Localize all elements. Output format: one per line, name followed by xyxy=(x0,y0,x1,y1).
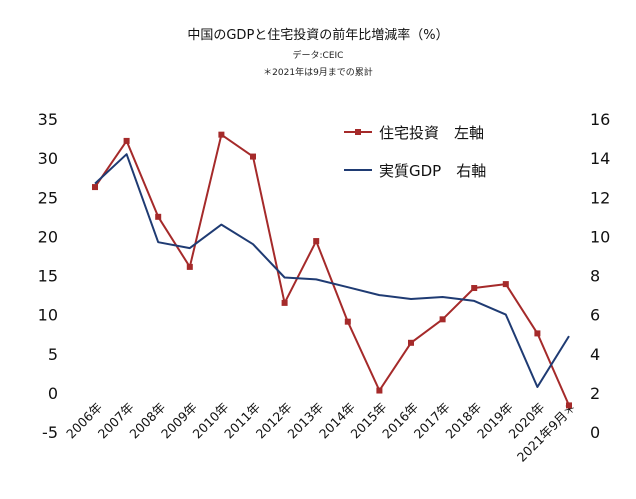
left-tick-label: 0 xyxy=(48,384,58,403)
series-point xyxy=(566,402,572,409)
series-line-1 xyxy=(94,153,570,388)
x-axis: 2006年2007年2008年2009年2010年2011年2012年2013年… xyxy=(63,400,579,465)
series-point xyxy=(408,339,414,346)
series-point xyxy=(250,153,256,160)
right-tick-label: 10 xyxy=(590,227,610,246)
right-tick-label: 2 xyxy=(590,384,600,403)
series-point xyxy=(186,263,193,270)
right-tick-label: 12 xyxy=(590,188,610,207)
left-tick-label: 30 xyxy=(38,149,58,168)
chart-subtitle-note: ＊2021年は9月までの累計 xyxy=(263,66,373,78)
right-axis: 16 14 12 10 8 6 4 2 0 xyxy=(590,110,610,442)
series-point xyxy=(376,387,383,394)
legend-label-gdp: 実質GDP 右軸 xyxy=(379,162,486,180)
right-tick-label: 8 xyxy=(590,267,600,286)
series-point xyxy=(155,213,162,220)
series-point xyxy=(281,299,288,306)
right-tick-label: 6 xyxy=(590,306,600,325)
left-tick-label: -5 xyxy=(42,423,58,442)
right-tick-label: 0 xyxy=(590,423,600,442)
plot-area xyxy=(92,131,572,409)
series-point xyxy=(502,281,509,288)
left-axis: 35 30 25 20 15 10 5 0 -5 xyxy=(38,110,58,442)
series-point xyxy=(218,131,225,138)
left-tick-label: 20 xyxy=(38,227,58,246)
series-point xyxy=(471,285,478,292)
legend-label-housing: 住宅投資 左軸 xyxy=(379,124,484,142)
right-tick-label: 16 xyxy=(590,110,610,129)
right-tick-label: 4 xyxy=(590,345,600,364)
series-point xyxy=(313,238,320,245)
legend: 住宅投資 左軸 実質GDP 右軸 xyxy=(344,124,486,180)
left-tick-label: 35 xyxy=(38,110,58,129)
left-tick-label: 5 xyxy=(48,345,58,364)
right-tick-label: 14 xyxy=(590,149,610,168)
series-point xyxy=(92,184,98,191)
left-tick-label: 25 xyxy=(38,188,58,207)
legend-marker-housing xyxy=(355,129,361,135)
chart-title: 中国のGDPと住宅投資の前年比増減率（%） xyxy=(187,27,448,43)
series-point xyxy=(344,318,351,325)
series-point xyxy=(534,330,541,337)
chart-subtitle-source: データ:CEIC xyxy=(293,49,344,61)
series-line-0 xyxy=(94,133,570,406)
series-point xyxy=(439,316,446,323)
series-point xyxy=(123,137,130,144)
left-tick-label: 10 xyxy=(38,306,58,325)
left-tick-label: 15 xyxy=(38,267,58,286)
